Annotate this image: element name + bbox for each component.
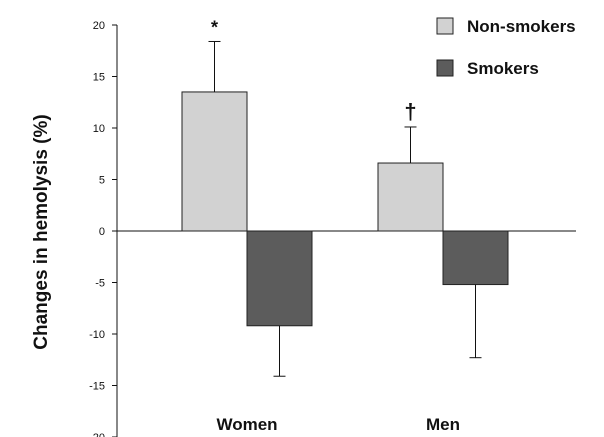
legend-swatch-smokers bbox=[436, 59, 454, 77]
bar-smokers-men bbox=[442, 230, 509, 286]
labels: Women Men * † bbox=[211, 17, 460, 434]
significance-marker: * bbox=[211, 17, 218, 37]
legend-swatch-non-smokers bbox=[436, 17, 454, 35]
y-axis-label: Changes in hemolysis (%) bbox=[31, 114, 52, 349]
y-tick-label: -20 bbox=[89, 432, 105, 437]
y-tick-label: -15 bbox=[89, 381, 105, 393]
legend-label-smokers: Smokers bbox=[467, 59, 539, 78]
bar-non-smokers-women bbox=[181, 91, 248, 232]
axes: 20 15 10 5 0 -5 -10 -15 -20 bbox=[89, 20, 576, 437]
bars bbox=[181, 40, 509, 377]
category-label-women: Women bbox=[216, 415, 277, 434]
legend-label-non-smokers: Non-smokers bbox=[467, 17, 576, 36]
y-tick-label: 20 bbox=[93, 20, 105, 32]
y-tick-label: -10 bbox=[89, 329, 105, 341]
y-tick-label: 15 bbox=[93, 72, 105, 84]
y-tick-label: 10 bbox=[93, 123, 105, 135]
significance-marker: † bbox=[404, 99, 416, 124]
bar-non-smokers-men bbox=[377, 162, 444, 232]
bar-smokers-women bbox=[246, 230, 313, 327]
category-label-men: Men bbox=[426, 415, 460, 434]
y-tick-label: -5 bbox=[95, 278, 105, 290]
legend: Non-smokers Smokers bbox=[436, 17, 576, 78]
y-tick-label: 0 bbox=[99, 226, 105, 238]
y-tick-label: 5 bbox=[99, 175, 105, 187]
